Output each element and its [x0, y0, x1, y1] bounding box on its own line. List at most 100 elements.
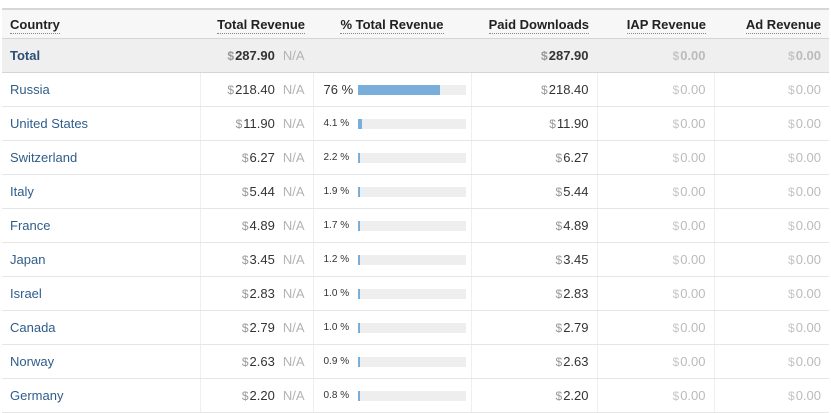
ad-revenue-cell: $0.00 [714, 276, 829, 311]
column-header-paid-downloads[interactable]: Paid Downloads [471, 8, 597, 39]
na-label: N/A [282, 320, 305, 335]
table-row: Japan $3.45 N/A 1.2 % $3.45 $0.00 $0.00 [2, 242, 829, 277]
pct-value: 1.0 [323, 322, 338, 333]
country-link[interactable]: Russia [2, 72, 201, 107]
column-header-country[interactable]: Country [2, 8, 200, 39]
country-link[interactable]: Japan [2, 242, 201, 277]
currency-symbol: $ [788, 389, 795, 403]
currency-symbol: $ [788, 151, 795, 165]
total-revenue-value: 4.89 [249, 218, 275, 233]
column-header-country-label: Country [10, 16, 60, 34]
currency-symbol: $ [555, 253, 563, 267]
currency-symbol: $ [241, 321, 249, 335]
currency-symbol: $ [672, 321, 680, 335]
country-link[interactable]: Germany [2, 378, 201, 413]
total-revenue-value: 2.20 [249, 388, 275, 403]
pct-unit: % [340, 254, 350, 265]
column-header-iap-revenue[interactable]: IAP Revenue [597, 8, 714, 39]
paid-downloads-cell: $2.20 [471, 378, 598, 413]
pct-bar [357, 220, 466, 231]
country-link[interactable]: France [2, 208, 201, 243]
column-header-pct-total-revenue-label: % Total Revenue [340, 16, 444, 34]
table-header: Country Total Revenue % Total Revenue Pa… [2, 8, 829, 39]
table-row: Germany $2.20 N/A 0.8 % $2.20 $0.00 $0.00 [2, 378, 829, 413]
total-revenue-cell: $2.20 N/A [200, 378, 314, 413]
country-link[interactable]: United States [2, 106, 201, 141]
currency-symbol: $ [788, 117, 795, 131]
total-revenue-value: 2.79 [249, 320, 275, 335]
ad-revenue-value: 0.00 [795, 388, 821, 403]
iap-revenue-cell: $0.00 [597, 344, 715, 379]
ad-revenue-cell: $0.00 [714, 344, 829, 379]
pct-total-revenue-cell: 76 % [313, 72, 472, 107]
ad-revenue-value: 0.00 [795, 116, 821, 131]
pct-bar-fill [357, 84, 440, 95]
column-header-total-revenue[interactable]: Total Revenue [200, 8, 313, 39]
pct-value: 1.7 [323, 220, 338, 231]
currency-symbol: $ [241, 219, 249, 233]
total-revenue-cell: $4.89 N/A [200, 208, 314, 243]
ad-revenue-value: 0.00 [795, 184, 821, 199]
pct-label: 1.0 % [324, 288, 358, 299]
iap-revenue-cell: $0.00 [597, 174, 715, 209]
currency-symbol: $ [788, 355, 795, 369]
currency-symbol: $ [227, 83, 235, 97]
pct-total-revenue-cell: 0.9 % [313, 344, 472, 379]
country-link[interactable]: Norway [2, 344, 201, 379]
column-header-paid-downloads-label: Paid Downloads [488, 16, 589, 34]
column-header-pct-total-revenue[interactable]: % Total Revenue [313, 8, 471, 39]
total-revenue-cell: $2.83 N/A [200, 276, 314, 311]
total-revenue-cell: $2.63 N/A [200, 344, 314, 379]
total-revenue-cell: $6.27 N/A [200, 140, 314, 175]
ad-revenue-value: 0.00 [795, 252, 821, 267]
pct-bar [357, 322, 466, 333]
table-row: United States $11.90 N/A 4.1 % $11.90 $0.00 $0… [2, 106, 829, 141]
iap-revenue-cell: $0.00 [597, 72, 715, 107]
na-label: N/A [282, 116, 305, 131]
currency-symbol: $ [227, 49, 235, 63]
pct-bar-fill [357, 118, 362, 129]
currency-symbol: $ [555, 151, 563, 165]
pct-label: 1.7 % [324, 220, 358, 231]
ad-revenue-cell: $0.00 [714, 72, 829, 107]
pct-bar [357, 186, 466, 197]
currency-symbol: $ [555, 389, 563, 403]
paid-downloads-value: 2.63 [563, 354, 589, 369]
country-link[interactable]: Switzerland [2, 140, 201, 175]
pct-unit: % [340, 118, 350, 129]
pct-unit: % [341, 82, 354, 97]
ad-revenue-cell: $0.00 [714, 208, 829, 243]
currency-symbol: $ [672, 185, 680, 199]
currency-symbol: $ [241, 287, 249, 301]
paid-downloads-value: 11.90 [556, 116, 589, 131]
paid-downloads-cell: $2.79 [471, 310, 598, 345]
total-revenue-cell: $218.40 N/A [200, 72, 314, 107]
pct-bar [357, 84, 466, 95]
pct-total-revenue-cell: 1.9 % [313, 174, 472, 209]
pct-value: 0.9 [323, 356, 338, 367]
pct-label: 0.8 % [324, 390, 358, 401]
pct-bar-fill [357, 220, 361, 231]
paid-downloads-cell: $11.90 [471, 106, 598, 141]
paid-downloads-value: 6.27 [563, 150, 589, 165]
pct-total-revenue-cell: 4.1 % [313, 106, 472, 141]
paid-downloads-cell: $218.40 [471, 72, 598, 107]
total-iap-revenue-cell: $0.00 [597, 38, 715, 73]
total-revenue-cell: $287.90 N/A [200, 38, 314, 73]
pct-unit: % [340, 390, 350, 401]
country-link[interactable]: Canada [2, 310, 201, 345]
pct-bar-fill [357, 254, 361, 265]
currency-symbol: $ [788, 287, 795, 301]
ad-revenue-value: 0.00 [795, 218, 821, 233]
pct-bar [357, 118, 466, 129]
column-header-ad-revenue[interactable]: Ad Revenue [714, 8, 829, 39]
country-link[interactable]: Italy [2, 174, 201, 209]
pct-label: 2.2 % [324, 152, 358, 163]
country-link[interactable]: Israel [2, 276, 201, 311]
currency-symbol: $ [672, 253, 680, 267]
currency-symbol: $ [672, 219, 680, 233]
currency-symbol: $ [788, 219, 795, 233]
pct-bar [357, 152, 466, 163]
paid-downloads-value: 218.40 [548, 82, 589, 97]
